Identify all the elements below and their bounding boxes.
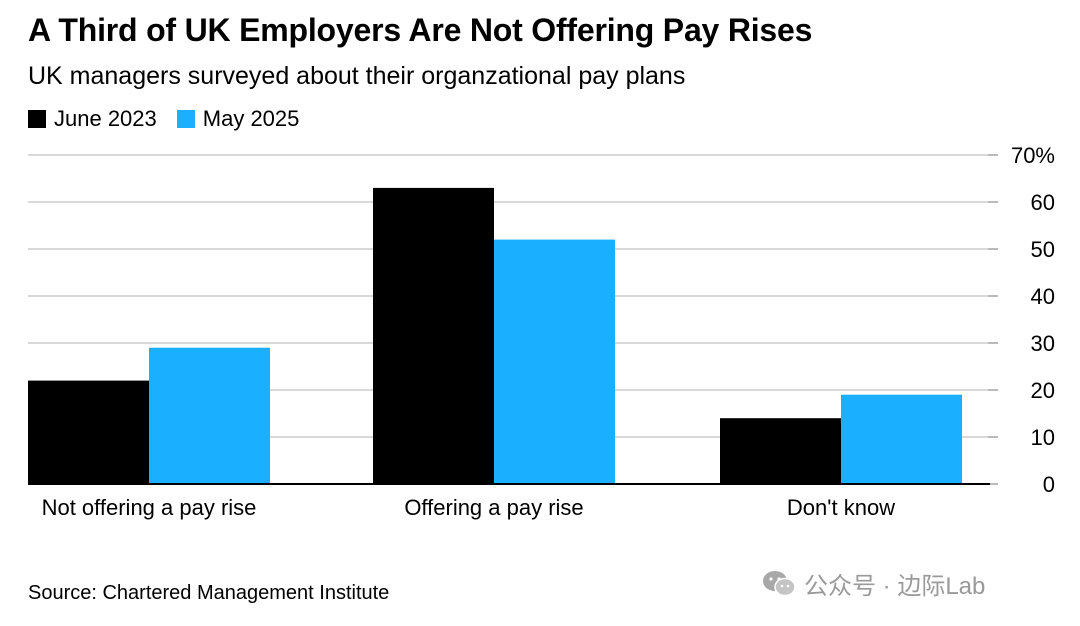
bar bbox=[720, 418, 841, 484]
y-tick-label: 20 bbox=[1031, 378, 1055, 403]
legend-swatch-june-2023 bbox=[28, 110, 46, 128]
bar bbox=[494, 239, 615, 484]
y-tick-label: 50 bbox=[1031, 237, 1055, 262]
x-tick-label: Don't know bbox=[787, 495, 895, 520]
watermark-text: 公众号 · 边际Lab bbox=[804, 573, 986, 600]
legend-label-june-2023: June 2023 bbox=[54, 106, 157, 131]
wechat-icon bbox=[763, 570, 796, 596]
legend-item-june-2023: June 2023 bbox=[28, 106, 157, 132]
source-note: Source: Chartered Management Institute bbox=[28, 582, 390, 604]
x-tick-label: Not offering a pay rise bbox=[42, 495, 257, 520]
chart-legend: June 2023 May 2025 bbox=[28, 106, 319, 132]
watermark: 公众号 · 边际Lab bbox=[762, 566, 985, 601]
legend-item-may-2025: May 2025 bbox=[176, 106, 300, 132]
chart-subtitle: UK managers surveyed about their organza… bbox=[28, 62, 686, 90]
bar bbox=[149, 347, 270, 484]
legend-swatch-may-2025 bbox=[176, 110, 195, 128]
bar bbox=[841, 394, 962, 484]
bar-chart: 0 10 20 30 40 50 60 70% Not offering a pay rise O… bbox=[28, 143, 1055, 520]
y-tick-label: 70% bbox=[1011, 143, 1055, 168]
bar bbox=[373, 187, 494, 484]
legend-label-may-2025: May 2025 bbox=[202, 106, 300, 131]
y-tick-label: 30 bbox=[1031, 331, 1055, 356]
bar bbox=[28, 380, 149, 484]
chart-title: A Third of UK Employers Are Not Offering… bbox=[28, 12, 813, 48]
y-tick-label: 40 bbox=[1031, 284, 1055, 309]
y-tick-label: 10 bbox=[1031, 425, 1055, 450]
x-tick-label: Offering a pay rise bbox=[404, 495, 583, 520]
y-tick-label: 60 bbox=[1031, 190, 1055, 215]
y-tick-label: 0 bbox=[1043, 472, 1055, 497]
